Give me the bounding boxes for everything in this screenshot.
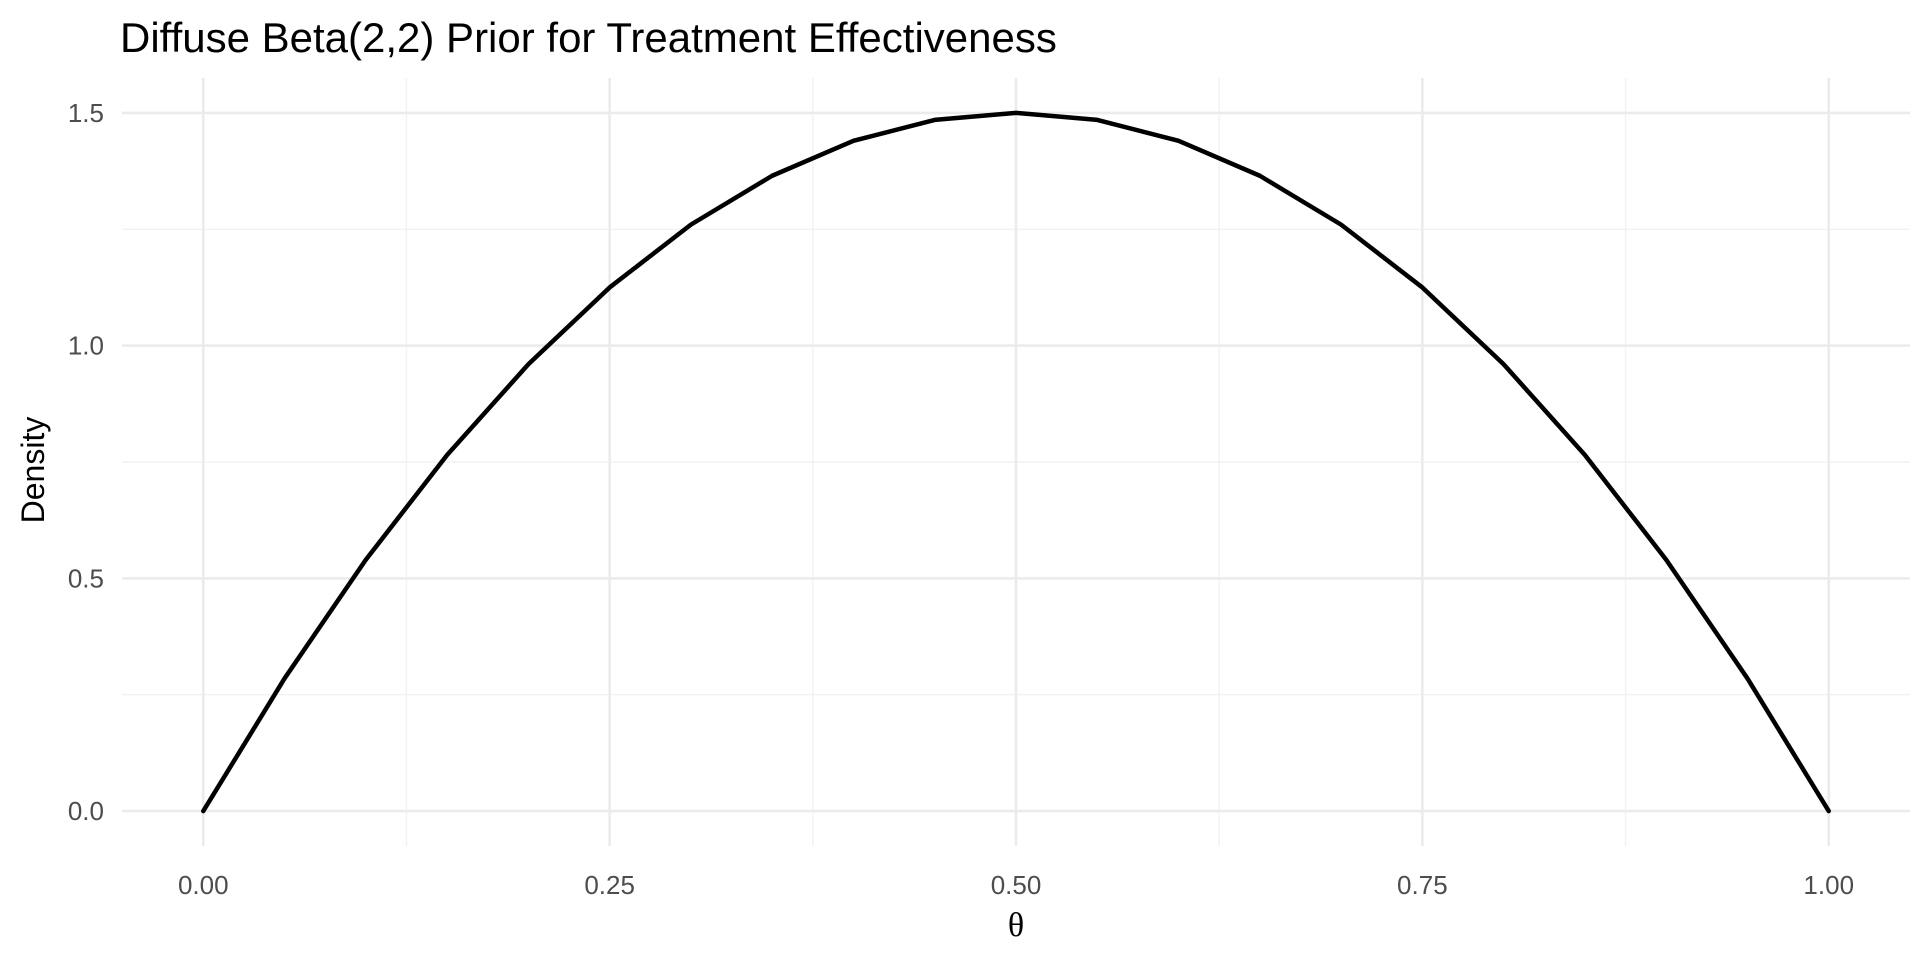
x-tick-label: 0.25 — [584, 870, 635, 900]
y-axis-ticks: 0.0 0.5 1.0 1.5 — [68, 98, 104, 826]
chart-title: Diffuse Beta(2,2) Prior for Treatment Ef… — [120, 14, 1057, 61]
x-tick-label: 1.00 — [1803, 870, 1854, 900]
x-tick-label: 0.00 — [178, 870, 229, 900]
series-layer — [201, 110, 1831, 814]
x-tick-label: 0.75 — [1397, 870, 1448, 900]
y-axis-title: Density — [15, 417, 51, 524]
y-tick-label: 0.5 — [68, 563, 104, 593]
x-axis-title: θ — [1008, 907, 1024, 944]
density-curve — [201, 110, 1831, 814]
x-tick-label: 0.50 — [991, 870, 1042, 900]
major-grid — [122, 78, 1910, 846]
y-tick-label: 1.0 — [68, 331, 104, 361]
y-tick-label: 1.5 — [68, 98, 104, 128]
y-tick-label: 0.0 — [68, 796, 104, 826]
x-axis-ticks: 0.00 0.25 0.50 0.75 1.00 — [178, 870, 1854, 900]
